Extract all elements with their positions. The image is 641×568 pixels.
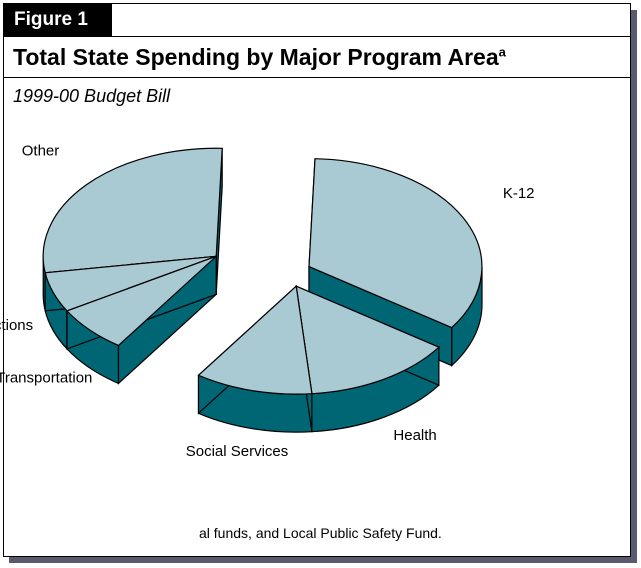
- pie-labels: Other K-12 Corrections Transportation Health…: [0, 142, 535, 460]
- slice-label-social-services: Social Services: [186, 443, 289, 460]
- title-bar: Total State Spending by Major Program Ar…: [4, 36, 630, 78]
- slice-label-corrections: Corrections: [0, 317, 33, 334]
- footnote: al funds, and Local Public Safety Fund.: [199, 525, 442, 541]
- pie-slice-transportation: [65, 254, 217, 385]
- chart-title: Total State Spending by Major Program Ar…: [13, 44, 506, 71]
- pie-slices: [42, 147, 483, 433]
- pie-slice-social-services: [197, 284, 313, 433]
- chart-subtitle: 1999-00 Budget Bill: [13, 86, 171, 106]
- figure-label: Figure 1: [4, 4, 112, 36]
- slice-label-health: Health: [393, 427, 436, 444]
- slice-label-other: Other: [22, 142, 60, 159]
- slice-label-k-12: K-12: [503, 185, 535, 202]
- slice-label-transportation: Transportation: [0, 370, 92, 387]
- chart-title-text: Total State Spending by Major Program Ar…: [13, 44, 499, 70]
- title-footnote-marker: a: [498, 44, 506, 60]
